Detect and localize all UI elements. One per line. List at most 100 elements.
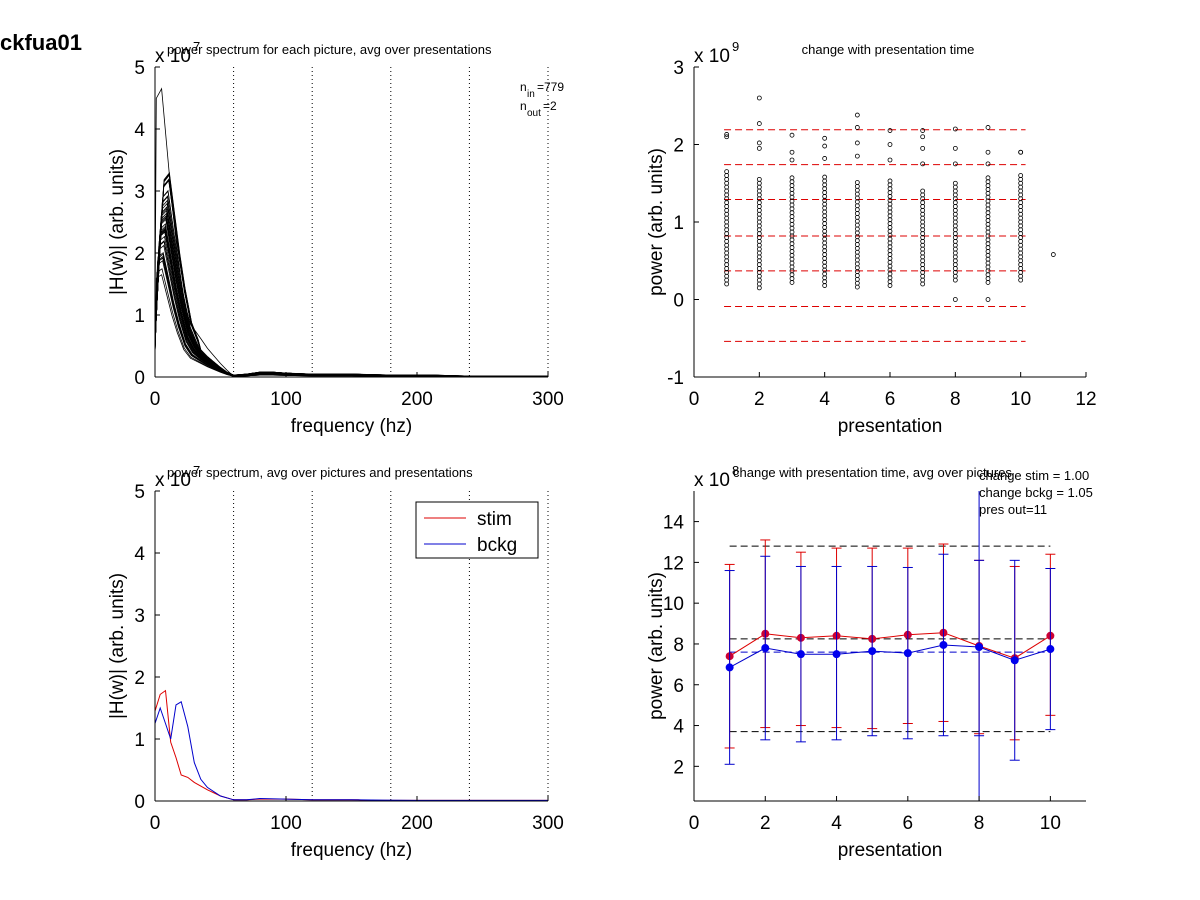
- scatter-point: [822, 174, 828, 180]
- scatter-point: [789, 194, 795, 200]
- scatter-point: [756, 196, 762, 202]
- scatter-point: [724, 281, 730, 287]
- axis-exponent-power: 7: [193, 39, 200, 54]
- annotation-n-in-sub: in: [527, 89, 535, 100]
- scatter-point: [854, 187, 860, 193]
- scatter-point: [920, 246, 926, 252]
- scatter-point: [789, 221, 795, 227]
- scatter-point: [1018, 277, 1024, 283]
- scatter-point: [756, 246, 762, 252]
- scatter-point: [920, 258, 926, 264]
- scatter-point: [920, 262, 926, 268]
- scatter-point: [724, 258, 730, 264]
- scatter-point: [1018, 173, 1024, 178]
- x-tick-label: 2: [754, 389, 765, 410]
- scatter-point: [822, 259, 828, 265]
- scatter-point: [822, 267, 828, 273]
- scatter-point: [789, 272, 795, 278]
- axis-exponent-power: 9: [732, 39, 739, 54]
- y-axis-label: power (arb. units): [646, 572, 667, 720]
- spectrum-line: [154, 231, 548, 377]
- scatter-point: [854, 153, 860, 159]
- scatter-point: [724, 250, 730, 256]
- scatter-point: [920, 266, 926, 271]
- axis-exponent-power: 8: [732, 463, 739, 478]
- spectrum-line: [154, 268, 548, 378]
- scatter-point: [724, 192, 730, 198]
- x-tick-label: 300: [532, 389, 564, 410]
- scatter-point: [887, 263, 893, 269]
- scatter-point: [724, 219, 730, 225]
- scatter-point: [756, 242, 762, 248]
- scatter-point: [756, 281, 762, 287]
- scatter-point: [887, 259, 893, 265]
- scatter-point: [789, 183, 795, 188]
- scatter-point: [985, 198, 991, 204]
- spectrum-line: [154, 223, 548, 377]
- scatter-point: [854, 214, 860, 220]
- scatter-point: [952, 227, 958, 233]
- scatter-point: [822, 156, 828, 161]
- x-tick-label: 8: [950, 389, 961, 410]
- y-tick-label: -1: [667, 368, 684, 389]
- scatter-point: [952, 192, 958, 198]
- scatter-point: [1018, 223, 1024, 229]
- scatter-point: [920, 207, 926, 213]
- scatter-point: [887, 182, 893, 188]
- scatter-point: [789, 218, 795, 223]
- scatter-point: [920, 196, 926, 202]
- y-tick-label: 4: [673, 717, 684, 738]
- x-tick-label: 0: [150, 813, 161, 834]
- scatter-point: [822, 244, 828, 250]
- scatter-point: [920, 223, 926, 229]
- spectrum-line: [154, 251, 548, 377]
- scatter-point: [952, 262, 958, 268]
- scatter-point: [1018, 207, 1024, 213]
- y-tick-label: 0: [134, 368, 145, 389]
- annotation-n-out-value: =2: [543, 99, 557, 113]
- scatter-point: [822, 190, 828, 195]
- x-tick-label: 0: [689, 813, 700, 834]
- scatter-point: [854, 125, 860, 130]
- spectrum-line: [154, 253, 548, 377]
- scatter-point: [724, 227, 730, 233]
- scatter-point: [854, 238, 860, 244]
- scatter-point: [854, 269, 860, 275]
- scatter-point: [920, 161, 926, 167]
- scatter-point: [952, 196, 958, 202]
- scatter-point: [756, 200, 762, 206]
- scatter-point: [887, 244, 893, 250]
- scatter-point: [887, 232, 893, 238]
- scatter-point: [822, 240, 828, 246]
- scatter-point: [887, 225, 893, 230]
- scatter-point: [1018, 246, 1024, 252]
- scatter-point: [822, 217, 828, 223]
- scatter-point: [1018, 235, 1024, 240]
- spectrum-line: [154, 257, 548, 377]
- scatter-point: [1018, 266, 1024, 271]
- scatter-point: [887, 267, 893, 273]
- scatter-point: [985, 225, 991, 231]
- scatter-point: [887, 209, 893, 215]
- scatter-point: [789, 190, 795, 196]
- spectrum-line: [154, 174, 548, 377]
- scatter-point: [887, 142, 893, 147]
- x-tick-label: 6: [903, 813, 914, 834]
- scatter-point: [920, 277, 926, 283]
- scatter-point: [1018, 192, 1024, 198]
- scatter-point: [724, 215, 730, 221]
- scatter-point: [854, 253, 860, 259]
- scatter-point: [724, 134, 730, 140]
- scatter-point: [1018, 176, 1024, 182]
- spectrum-line: [154, 199, 548, 377]
- scatter-point: [920, 273, 926, 279]
- scatter-point: [854, 249, 860, 255]
- axis-exponent-base: x 10: [694, 470, 730, 491]
- scatter-point: [920, 219, 926, 225]
- legend-label-stim: stim: [477, 509, 512, 530]
- scatter-point: [887, 157, 893, 163]
- scatter-point: [756, 215, 762, 221]
- spectrum-line: [154, 178, 548, 377]
- x-axis-label: frequency (hz): [291, 416, 412, 437]
- scatter-point: [985, 256, 991, 262]
